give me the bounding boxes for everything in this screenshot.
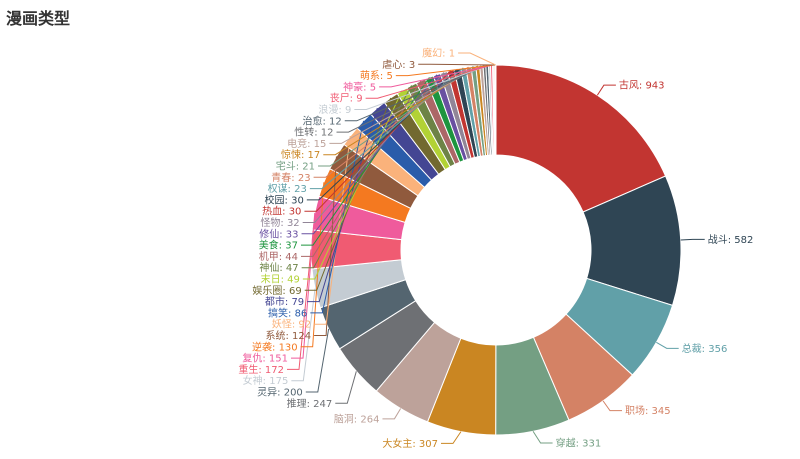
slice-label: 权谋: 23 — [268, 182, 307, 195]
slice-label: 穿越: 331 — [556, 437, 602, 450]
slice-label: 魔幻: 1 — [422, 47, 455, 60]
label-line — [300, 182, 325, 348]
label-line — [395, 64, 495, 77]
label-line — [365, 64, 492, 99]
slice-label: 青春: 23 — [271, 171, 310, 184]
slice-label: 性转: 12 — [294, 126, 333, 139]
slice-label: 战斗: 582 — [708, 234, 754, 246]
slice-label: 校园: 30 — [265, 193, 304, 206]
slice-label: 大女主: 307 — [382, 437, 438, 450]
slice-label: 古风: 943 — [619, 79, 665, 92]
slice-label: 萌系: 5 — [360, 69, 393, 82]
label-line — [314, 135, 351, 325]
slice-label: 神仙: 47 — [259, 261, 298, 274]
slice-label: 重生: 172 — [238, 363, 284, 376]
label-line — [596, 84, 616, 96]
label-line — [318, 65, 474, 167]
label-line — [458, 52, 496, 66]
slice-label: 丧尸: 9 — [330, 93, 363, 105]
slice-label: 修仙: 33 — [259, 227, 298, 240]
slice-label: 都市: 79 — [265, 295, 304, 308]
label-line — [305, 328, 330, 393]
slice-label: 神豪: 5 — [343, 80, 376, 93]
slice-label: 美食: 37 — [259, 239, 298, 252]
label-line — [313, 66, 469, 178]
label-line — [680, 238, 705, 241]
label-line — [336, 64, 485, 133]
label-line — [602, 400, 623, 412]
label-line — [310, 120, 365, 314]
label-line — [291, 212, 316, 359]
slice-label: 宅斗: 21 — [276, 160, 315, 173]
slice-label: 灵异: 200 — [257, 387, 303, 399]
slice-label: 电竞: 15 — [287, 137, 326, 150]
slice-label: 逆袭: 130 — [252, 340, 298, 353]
label-line — [335, 371, 357, 404]
slice-label: 复仇: 151 — [242, 352, 288, 365]
slice-label: 机甲: 44 — [259, 250, 298, 263]
slice-label: 职场: 345 — [625, 404, 671, 417]
label-line — [532, 430, 553, 444]
label-line — [302, 90, 403, 280]
label-line — [329, 65, 482, 144]
label-line — [344, 64, 488, 122]
slice-label: 搞笑: 86 — [268, 306, 307, 319]
label-line — [441, 431, 462, 444]
chart-title: 漫画类型 — [6, 9, 71, 28]
slice[interactable] — [495, 64, 667, 213]
label-line — [291, 288, 316, 382]
slice-label: 总裁: 356 — [682, 342, 728, 355]
slice-label: 娱乐圈: 69 — [252, 284, 301, 297]
slice-label: 浪漫: 9 — [318, 103, 351, 116]
label-line — [382, 408, 402, 420]
label-lines — [287, 52, 705, 444]
slice-label: 虐心: 3 — [382, 58, 415, 71]
label-line — [418, 63, 496, 66]
slice-label: 惊悚: 17 — [281, 148, 320, 161]
label-line — [287, 249, 312, 370]
slice-label: 热血: 30 — [262, 205, 301, 218]
slice-label: 妖怪: 92 — [272, 318, 311, 331]
slice-label: 治愈: 12 — [302, 114, 341, 127]
slice-label: 脑洞: 264 — [334, 412, 380, 425]
label-line — [304, 97, 392, 291]
label-line — [354, 64, 490, 111]
slices — [310, 64, 682, 436]
slice-label: 女神: 175 — [243, 374, 289, 387]
slice-label: 怪物: 32 — [260, 216, 299, 229]
label-line — [656, 341, 679, 349]
labels: 古风: 943 战斗: 582 总裁: 356 职场: 345 穿越: 331 大女主: … — [238, 47, 753, 450]
slice-label: 系统: 124 — [265, 329, 311, 342]
label-line — [379, 64, 494, 88]
slice-label: 末日: 49 — [261, 273, 300, 286]
slice-label: 推理: 247 — [287, 397, 333, 410]
label-line — [309, 67, 464, 190]
label-line — [323, 65, 478, 156]
